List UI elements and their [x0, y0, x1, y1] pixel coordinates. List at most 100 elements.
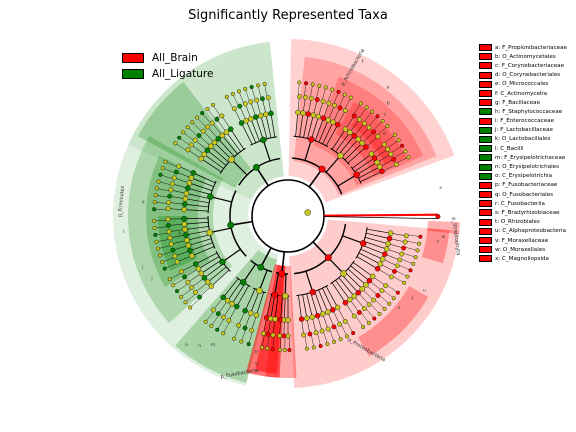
tree-branch: [352, 262, 373, 277]
tree-branch: [376, 126, 388, 136]
tree-node: [320, 98, 326, 104]
tree-node: [309, 288, 316, 296]
clade-letter-label: h: [178, 231, 181, 237]
tree-branch: [284, 295, 286, 320]
tree-branch: [323, 216, 438, 220]
tree-branch: [307, 115, 314, 139]
tree-node: [366, 125, 372, 130]
tree-node: [152, 218, 157, 223]
taxa-legend-label: k: O_Lactobacillales: [495, 136, 551, 143]
tree-node: [268, 110, 274, 117]
tree-node: [169, 181, 175, 187]
tree-node: [355, 136, 361, 143]
taxa-legend-item: p: F_Fusobacteriaceae: [479, 181, 567, 190]
tree-node: [376, 164, 383, 170]
tree-node: [221, 331, 226, 336]
tree-node: [334, 304, 341, 311]
tree-branch: [210, 196, 232, 203]
taxa-legend-label: w: O_Moraxellales: [495, 246, 546, 253]
tree-branch: [311, 116, 319, 140]
taxa-legend-item: v: F_Moraxellaceae: [479, 236, 567, 245]
tree-branch: [191, 246, 215, 257]
tree-node: [242, 101, 248, 107]
tree-node: [311, 345, 316, 350]
tree-branch: [372, 120, 383, 132]
tree-node: [229, 301, 235, 307]
tree-branch: [272, 335, 275, 350]
tree-node: [189, 253, 195, 259]
tree-branch: [305, 270, 314, 293]
tree-node: [415, 248, 420, 253]
tree-node: [308, 95, 314, 101]
tree-node: [399, 251, 405, 257]
tree-node: [295, 109, 301, 116]
tree-branch: [184, 221, 209, 225]
tree-node: [310, 82, 315, 87]
tree-node: [388, 274, 394, 280]
taxa-legend-item: u: C_Alphaproteobacteria: [479, 227, 567, 236]
tree-branch: [363, 111, 373, 123]
taxa-legend-label: r: C_Fusobacteriia: [495, 200, 545, 207]
tree-branch: [241, 328, 247, 342]
tree-node: [379, 168, 385, 175]
clade-letter-label: a: [386, 85, 389, 90]
tree-node: [193, 261, 199, 267]
tree-branch: [212, 104, 221, 117]
tree-node: [387, 301, 392, 306]
tree-node: [176, 163, 182, 169]
tree-branch: [262, 139, 271, 162]
tree-node: [302, 94, 308, 100]
taxa-legend-item: k: O_Lactobacillales: [479, 135, 567, 144]
tree-node: [183, 190, 190, 197]
tree-branch: [264, 84, 268, 98]
tree-node: [198, 270, 204, 277]
taxa-legend: a: F_Propionibacteriaceae b: O_Actinomyce…: [479, 43, 567, 264]
tree-node: [152, 225, 157, 230]
tree-node: [285, 317, 291, 323]
tree-branch: [405, 240, 420, 244]
tree-node: [230, 91, 235, 96]
tree-node: [256, 83, 261, 88]
tree-node: [170, 247, 176, 253]
taxa-legend-swatch: [479, 191, 492, 199]
tree-node: [351, 133, 357, 139]
tree-root-circle: [251, 179, 325, 253]
tree-node: [305, 111, 311, 117]
tree-node: [206, 229, 213, 236]
tree-node: [167, 193, 173, 199]
tree-node: [198, 155, 204, 162]
tree-node: [348, 95, 353, 100]
tree-branch: [184, 226, 209, 230]
tree-node: [205, 279, 211, 285]
tree-node: [356, 117, 362, 122]
group-legend: All_Brain All_Ligature: [122, 50, 213, 82]
tree-branch: [274, 273, 280, 296]
clade-letter-label: k: [142, 199, 145, 205]
tree-branch: [340, 323, 348, 337]
tree-branch: [314, 291, 324, 315]
tree-branch: [347, 146, 367, 164]
tree-branch: [327, 89, 333, 103]
tree-node: [318, 343, 323, 348]
tree-node: [385, 241, 391, 247]
tree-branch: [251, 86, 256, 101]
tree-node: [340, 270, 347, 277]
tree-branch: [154, 226, 169, 229]
taxa-legend-label: o: C_Erysipelotrichia: [495, 173, 553, 180]
tree-branch: [309, 84, 313, 99]
tree-node: [181, 216, 187, 222]
tree-node: [366, 302, 372, 307]
tree-branch: [231, 159, 248, 176]
tree-branch: [312, 241, 329, 259]
tree-node: [228, 156, 235, 163]
tree-branch: [217, 317, 225, 330]
tree-branch: [211, 269, 230, 287]
clade-shade: [421, 228, 450, 264]
tree-node: [356, 310, 362, 315]
tree-node: [281, 333, 287, 339]
taxa-legend-swatch: [479, 237, 492, 245]
tree-node: [182, 226, 188, 233]
tree-branch: [270, 113, 276, 138]
tree-branch: [245, 88, 250, 103]
tree-branch: [322, 288, 334, 311]
